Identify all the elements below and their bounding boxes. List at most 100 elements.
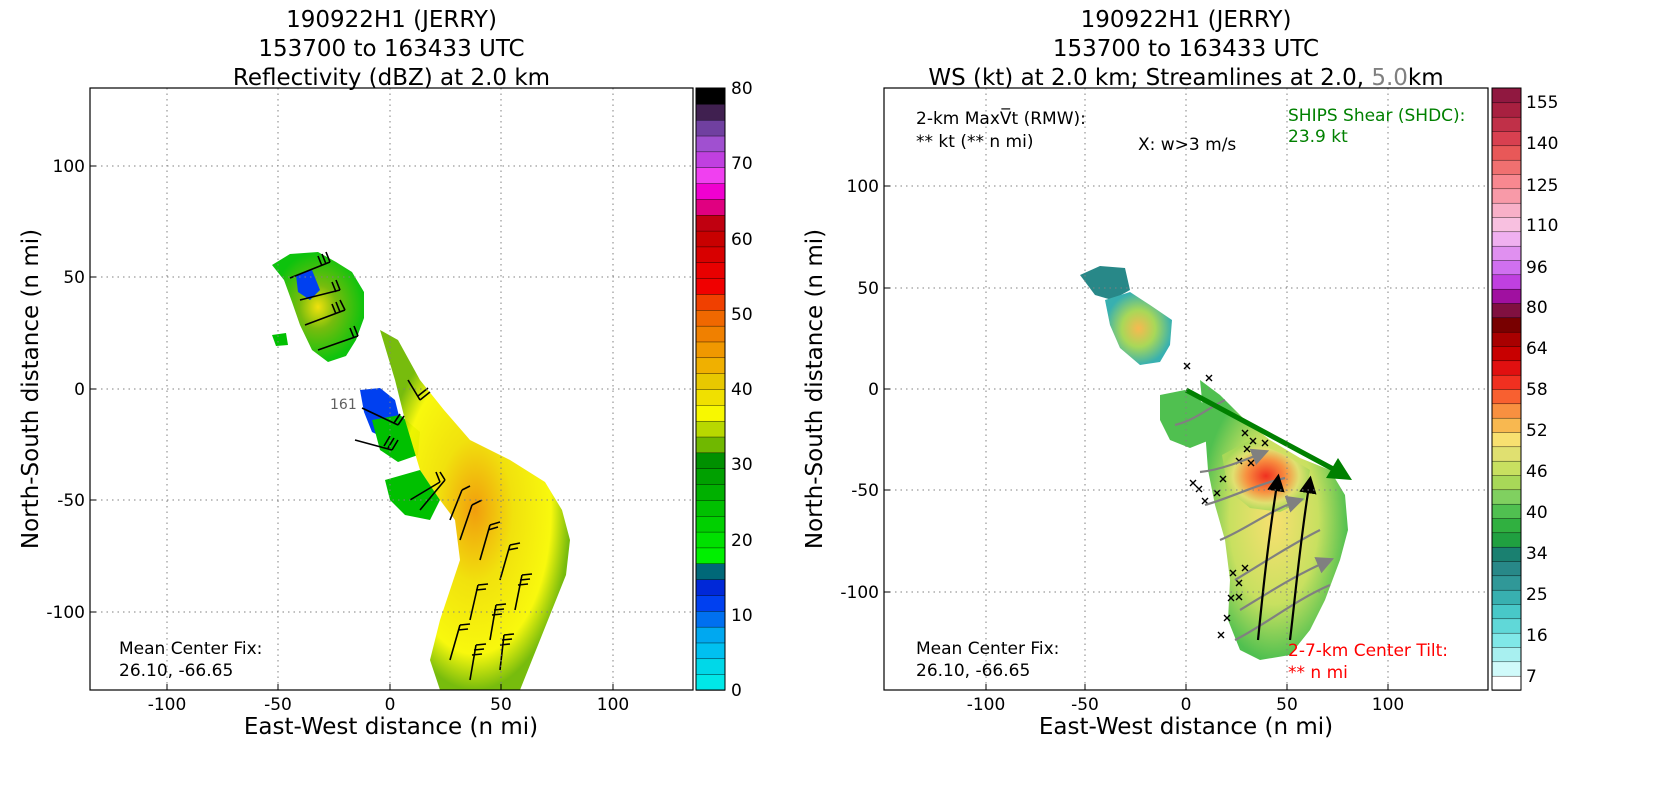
colorbar-tick-label: 80 [731,79,753,99]
colorbar-cell [695,658,726,675]
maxvt-value: ** kt (** n mi) [916,132,1033,152]
left-ytick-labels: 100 50 0 -50 -100 [46,157,85,623]
left-center-fix-label: Mean Center Fix: [119,639,262,659]
y-tick-label: -100 [840,583,879,603]
colorbar-cell [1491,675,1522,691]
ws-north-band [1105,292,1172,365]
colorbar-cell [1491,102,1522,118]
right-ticks [884,185,1389,690]
barb [361,407,405,426]
ws-north-teal [1080,266,1130,300]
colorbar-cell [695,357,726,374]
colorbar-cell [1491,474,1522,491]
colorbar-cell [1491,661,1522,677]
colorbar-cell [695,372,726,390]
colorbar-cell [695,293,726,311]
colorbar-cell [695,420,726,438]
colorbar-tick-label: 125 [1526,176,1558,196]
colorbar-cell [1491,431,1522,448]
colorbar-cell [1491,374,1522,390]
colorbar-cell [1491,345,1522,362]
colorbar-cell [695,388,726,406]
colorbar-cell [695,404,726,422]
barb [479,521,501,561]
colorbar-cell [1491,618,1522,634]
colorbar-tick-label: 34 [1526,544,1548,564]
echo-south-west [385,470,440,520]
left-plot: -100 -50 0 50 100 100 50 0 -50 -100 East… [18,87,694,740]
colorbar-cell [695,515,726,533]
streamline-5km [1174,399,1226,427]
colorbar-cell [695,547,726,564]
left-title-line3: Reflectivity (dBZ) at 2.0 km [232,65,551,91]
colorbar-cell [695,341,726,359]
barb [354,435,399,451]
maxvt-label: 2-km MaxV̅t (RMW): [916,107,1086,129]
left-x-axis-label: East-West distance (n mi) [244,714,538,740]
colorbar-cell [1491,589,1522,605]
colorbar-cell [1491,360,1522,376]
y-tick-label: 100 [847,177,879,197]
colorbar-cell [1491,632,1522,648]
colorbar-cell [1491,532,1522,548]
left-title: 190922H1 (JERRY) 153700 to 163433 UTC Re… [90,6,693,93]
windspeed-field [1080,266,1348,660]
barb [409,471,441,501]
colorbar-cell [1491,259,1522,276]
colorbar-tick-label: 16 [1526,626,1548,646]
colorbar-tick-label: 40 [731,380,753,400]
streamline-5km [1199,448,1270,474]
right-plot: -100 -50 0 50 100 100 50 0 -50 -100 East… [802,87,1489,740]
colorbar-cell [1491,188,1522,204]
colorbar-cell [1491,503,1522,519]
streamline-2km [1256,473,1285,641]
right-colorbar: 155 140 125 110 96 80 64 58 52 46 40 34 … [1491,87,1558,691]
right-title-line1: 190922H1 (JERRY) [1080,7,1292,33]
colorbar-cell [1491,446,1522,462]
barb [489,603,507,641]
colorbar-cell [1491,173,1522,190]
colorbar-cell [695,642,726,660]
colorbar-tick-label: 25 [1526,585,1548,605]
colorbar-cell [695,499,726,517]
left-colorbar: 80 70 60 50 40 30 20 10 0 [695,79,753,701]
y-tick-label: -100 [46,603,85,623]
right-title-line3-suffix: km [1407,65,1444,91]
streamlines [1174,399,1335,641]
right-title-line3-gray: 5.0 [1371,65,1408,91]
colorbar-cell [695,135,726,153]
colorbar-cell [695,182,726,200]
colorbar-tick-label: 96 [1526,258,1548,278]
colorbar-tick-label: 70 [731,154,753,174]
colorbar-cell [1491,159,1522,175]
right-y-axis-label: North-South distance (n mi) [802,229,828,549]
colorbar-cell [695,151,726,168]
colorbar-cell [695,87,726,105]
right-colorbar-labels: 155 140 125 110 96 80 64 58 52 46 40 34 … [1526,93,1558,687]
right-colorbar-cells [1491,87,1522,691]
colorbar-cell [1491,575,1522,591]
colorbar-tick-label: 64 [1526,339,1548,359]
colorbar-cell [1491,546,1522,562]
right-xtick-labels: -100 -50 0 50 100 [967,695,1405,715]
y-tick-label: 50 [857,279,879,299]
colorbar-cell [695,452,726,469]
y-tick-label: 100 [53,157,85,177]
left-ticks [90,165,614,690]
y-tick-label: -50 [851,481,879,501]
left-colorbar-frame [695,87,726,691]
x-tick-label: -100 [967,695,1006,715]
shear-vector-arrow [1184,387,1352,480]
x-tick-label: 50 [490,695,512,715]
colorbar-tick-label: 58 [1526,380,1548,400]
colorbar-cell [1491,417,1522,433]
colorbar-cell [1491,317,1522,333]
colorbar-cell [695,610,726,628]
barb [499,542,521,581]
right-title-line3: WS (kt) at 2.0 km; Streamlines at 2.0, 5… [884,64,1488,93]
x-tick-label: -50 [264,695,292,715]
ws-mid-green [1160,390,1215,448]
colorbar-tick-label: 110 [1526,216,1558,236]
colorbar-cell [695,262,726,279]
